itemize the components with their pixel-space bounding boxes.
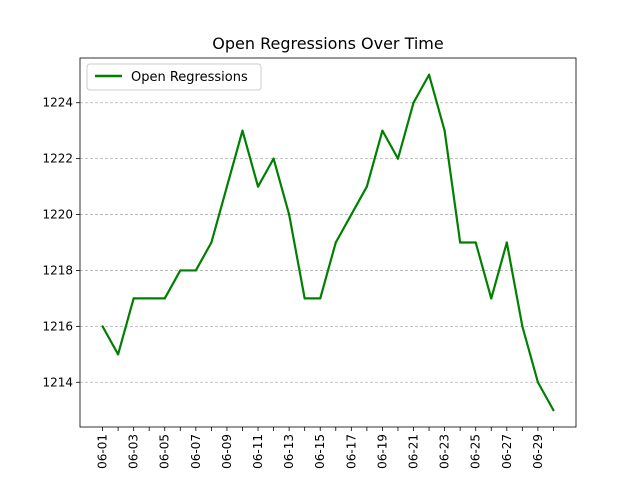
y-tick-label: 1216 [42, 319, 73, 333]
x-tick-label: 06-13 [282, 434, 296, 469]
x-tick-label: 06-17 [344, 434, 358, 469]
y-tick-label: 1218 [42, 263, 73, 277]
data-point [350, 213, 353, 216]
x-tick-label: 06-27 [500, 434, 514, 469]
data-point [225, 185, 229, 188]
y-tick-label: 1220 [42, 208, 73, 222]
data-point [427, 73, 431, 76]
x-tick-label: 06-05 [158, 434, 172, 469]
x-tick-label: 06-09 [220, 434, 234, 469]
y-tick-label: 1214 [42, 375, 73, 389]
data-point [412, 101, 415, 104]
data-point [256, 185, 260, 188]
axes: 1214 1216 1218 1220 1222 1224 06-01 06-03 06-05 0… [42, 57, 577, 469]
x-tick-label: 06-23 [438, 434, 452, 469]
y-tick-label: 1224 [42, 96, 73, 110]
x-tick-label: 06-29 [531, 434, 545, 469]
data-point [490, 297, 493, 300]
data-point [163, 297, 166, 300]
legend-entry-label: Open Regressions [131, 70, 248, 85]
x-tick-label: 06-19 [375, 434, 389, 469]
data-point [474, 241, 477, 244]
legend: Open Regressions [86, 63, 262, 91]
series-layer [101, 73, 555, 412]
chart-title: Open Regressions Over Time [212, 34, 443, 53]
x-tick-label: 06-21 [407, 434, 421, 469]
data-point [521, 325, 524, 328]
legend-box [86, 63, 262, 91]
data-point [210, 241, 213, 244]
x-tick-label: 06-03 [127, 434, 141, 469]
data-point [194, 269, 197, 272]
axes-frame [79, 57, 577, 428]
data-point [319, 297, 322, 300]
x-tick-label: 06-25 [469, 434, 483, 469]
x-tick-label: 06-15 [313, 434, 327, 469]
data-point [272, 157, 275, 160]
data-point [334, 241, 337, 244]
data-point [396, 157, 400, 160]
data-point [132, 297, 135, 300]
data-point [459, 241, 462, 244]
series-line [101, 73, 555, 411]
data-point [179, 269, 182, 272]
data-point [536, 381, 540, 384]
data-point [101, 325, 104, 328]
x-tick-label: 06-01 [96, 434, 110, 469]
data-point [443, 129, 446, 132]
data-point [288, 213, 291, 216]
data-point [552, 409, 555, 412]
y-tick-label: 1222 [42, 152, 73, 166]
x-tick-label: 06-11 [251, 434, 265, 469]
grid-lines [80, 102, 576, 383]
data-point [303, 297, 306, 300]
x-tick-label: 06-07 [189, 434, 203, 469]
data-point [381, 129, 384, 132]
data-point [148, 297, 151, 300]
data-point [241, 129, 244, 132]
data-point [505, 241, 508, 244]
data-point [116, 353, 120, 356]
data-point [365, 185, 368, 188]
